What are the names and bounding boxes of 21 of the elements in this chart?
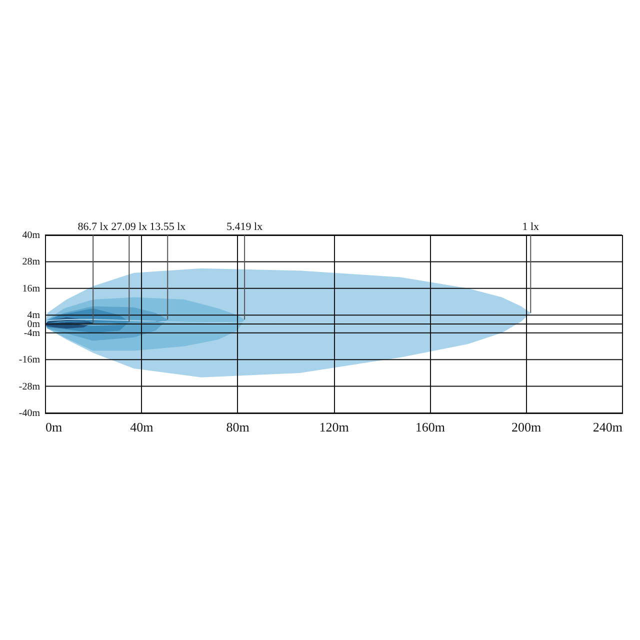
x-tick-label: 40m (130, 420, 154, 434)
y-tick-label: 28m (22, 256, 40, 268)
text: 27.09 lx (111, 221, 148, 233)
text: 13.55 lx (150, 221, 186, 233)
x-tick-label: 80m (226, 420, 250, 434)
y-tick-label: 16m (22, 283, 40, 294)
x-tick-label: 200m (512, 420, 542, 434)
x-tick-label: 120m (319, 420, 349, 434)
y-tick-label: -4m (24, 328, 40, 339)
x-tick-label: 160m (415, 420, 445, 434)
y-tick-label: 40m (22, 230, 40, 241)
text: 1 lx (522, 221, 540, 233)
y-tick-label: -40m (18, 408, 40, 419)
y-tick-label: -16m (18, 354, 40, 366)
y-tick-label: 4m (27, 310, 40, 322)
x-tick-label: 240m (592, 420, 622, 434)
text: 86.7 lx (78, 221, 109, 233)
y-tick-label: 0m (27, 319, 40, 330)
y-tick-label: -28m (18, 381, 40, 392)
text: 5.419 lx (226, 221, 264, 233)
x-tick-label: 0m (46, 420, 62, 434)
